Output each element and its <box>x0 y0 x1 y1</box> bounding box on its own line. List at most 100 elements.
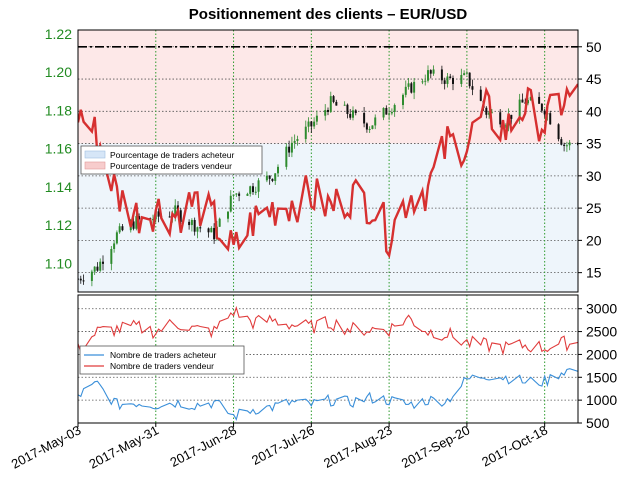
buyer-count-line <box>78 368 578 421</box>
date-tick-label: 2017-May-31 <box>87 422 162 471</box>
price-candle-body <box>479 89 482 101</box>
seller-percentage-zone <box>78 30 578 144</box>
counts-tick-label: 2000 <box>586 346 617 362</box>
price-tick-label: 1.10 <box>45 255 72 271</box>
price-candle-body <box>363 113 366 124</box>
price-candle-body <box>490 112 493 114</box>
percentage-tick-label: 45 <box>586 71 602 87</box>
price-candle-body <box>329 96 332 112</box>
price-candle-body <box>310 121 313 127</box>
price-candle-body <box>540 103 543 111</box>
price-candle-body <box>79 278 82 281</box>
percentage-legend: Pourcentage de traders acheteur Pourcent… <box>80 145 263 175</box>
price-candle-body <box>568 142 571 146</box>
price-candle-body <box>115 232 118 244</box>
date-tick-label: 2017-Oct-18 <box>479 422 550 469</box>
price-candle-body <box>402 94 404 106</box>
price-candle-body <box>152 219 154 221</box>
price-candle-body <box>446 76 449 84</box>
price-candle-body <box>271 178 274 181</box>
price-candle-body <box>449 76 452 78</box>
price-candle-body <box>365 123 368 130</box>
price-candle-body <box>443 80 446 84</box>
price-tick-label: 1.12 <box>45 217 72 233</box>
price-tick-label: 1.20 <box>45 64 72 80</box>
percentage-tick-label: 35 <box>586 136 602 152</box>
chart-title: Positionnement des clients – EUR/USD <box>189 6 468 23</box>
price-candle-body <box>313 121 316 127</box>
date-tick-label: 2017-Jun-28 <box>167 422 238 470</box>
price-candle-body <box>352 110 354 118</box>
percentage-tick-label: 20 <box>586 232 602 248</box>
date-tick-label: 2017-Sep-20 <box>399 422 472 471</box>
price-axis-ticks: 1.10 1.12 1.14 1.16 1.18 1.20 1.22 <box>45 26 72 271</box>
price-candle-body <box>374 117 377 126</box>
price-candle-body <box>460 74 463 84</box>
price-candle-body <box>349 113 352 118</box>
price-candle-body <box>557 124 560 140</box>
price-candle-body <box>99 261 102 271</box>
counts-tick-label: 2500 <box>586 324 617 340</box>
percentage-axis-ticks: 15 20 25 30 35 40 45 50 <box>578 39 602 281</box>
price-candle-body <box>110 248 113 264</box>
price-candle-body <box>346 104 349 114</box>
price-candle-body <box>471 86 474 90</box>
price-candle-body <box>188 221 191 226</box>
price-candle-body <box>527 100 529 104</box>
price-candle-body <box>388 113 391 115</box>
counts-legend-box <box>79 345 245 375</box>
price-candle-body <box>368 128 371 130</box>
price-candle-body <box>421 81 424 83</box>
price-candle-body <box>113 243 116 249</box>
counts-legend: Nombre de traders acheteur Nombre de tra… <box>79 345 245 375</box>
legend-label-buyer-count: Nombre de traders acheteur <box>110 350 216 360</box>
price-candle-body <box>229 195 232 212</box>
price-tick-label: 1.14 <box>45 179 72 195</box>
price-candle-body <box>538 96 541 104</box>
price-candle-body <box>277 166 279 174</box>
price-candle-body <box>504 125 507 127</box>
percentage-tick-label: 50 <box>586 39 602 55</box>
counts-panel-border <box>77 294 579 424</box>
price-candle-body <box>207 228 210 233</box>
percentage-tick-label: 15 <box>586 265 602 281</box>
price-tick-label: 1.16 <box>45 141 72 157</box>
price-candle-body <box>499 112 502 125</box>
counts-panel: 500 1000 1500 2000 2500 3000 Nombre de trader… <box>77 294 617 431</box>
price-candle-body <box>93 266 96 272</box>
legend-box <box>80 145 263 175</box>
price-candle-body <box>168 216 171 218</box>
price-candle-body <box>332 96 335 102</box>
price-candle-body <box>193 219 196 232</box>
price-candle-body <box>199 227 202 229</box>
price-candle-body <box>132 221 135 229</box>
price-candle-body <box>285 146 288 167</box>
price-candle-body <box>227 211 229 219</box>
price-candle-body <box>385 107 388 115</box>
price-candle-body <box>135 216 138 229</box>
percentage-tick-label: 40 <box>586 103 602 119</box>
price-candle-body <box>218 218 221 227</box>
date-axis-ticks: 2017-May-03 2017-May-31 2017-Jun-28 2017-Ju… <box>9 422 550 471</box>
price-candle-body <box>274 173 277 181</box>
price-candle-body <box>293 140 296 143</box>
price-candle-body <box>429 70 432 74</box>
price-candle-body <box>157 211 160 217</box>
price-candles <box>78 65 578 287</box>
price-candle-body <box>213 227 216 240</box>
price-candle-body <box>390 111 393 114</box>
price-candle-body <box>371 125 374 129</box>
date-tick-label: 2017-Aug-23 <box>321 422 394 471</box>
price-candle-body <box>235 193 238 195</box>
price-candle-body <box>268 175 271 179</box>
seller-percentage-line <box>78 83 578 259</box>
price-candle-body <box>463 73 466 75</box>
price-candle-body <box>510 114 513 119</box>
price-candle-body <box>565 145 568 147</box>
price-candle-body <box>382 107 385 118</box>
price-candle-body <box>518 99 521 119</box>
price-candle-body <box>138 216 141 220</box>
price-candle-body <box>210 227 213 233</box>
price-candle-body <box>529 96 532 101</box>
